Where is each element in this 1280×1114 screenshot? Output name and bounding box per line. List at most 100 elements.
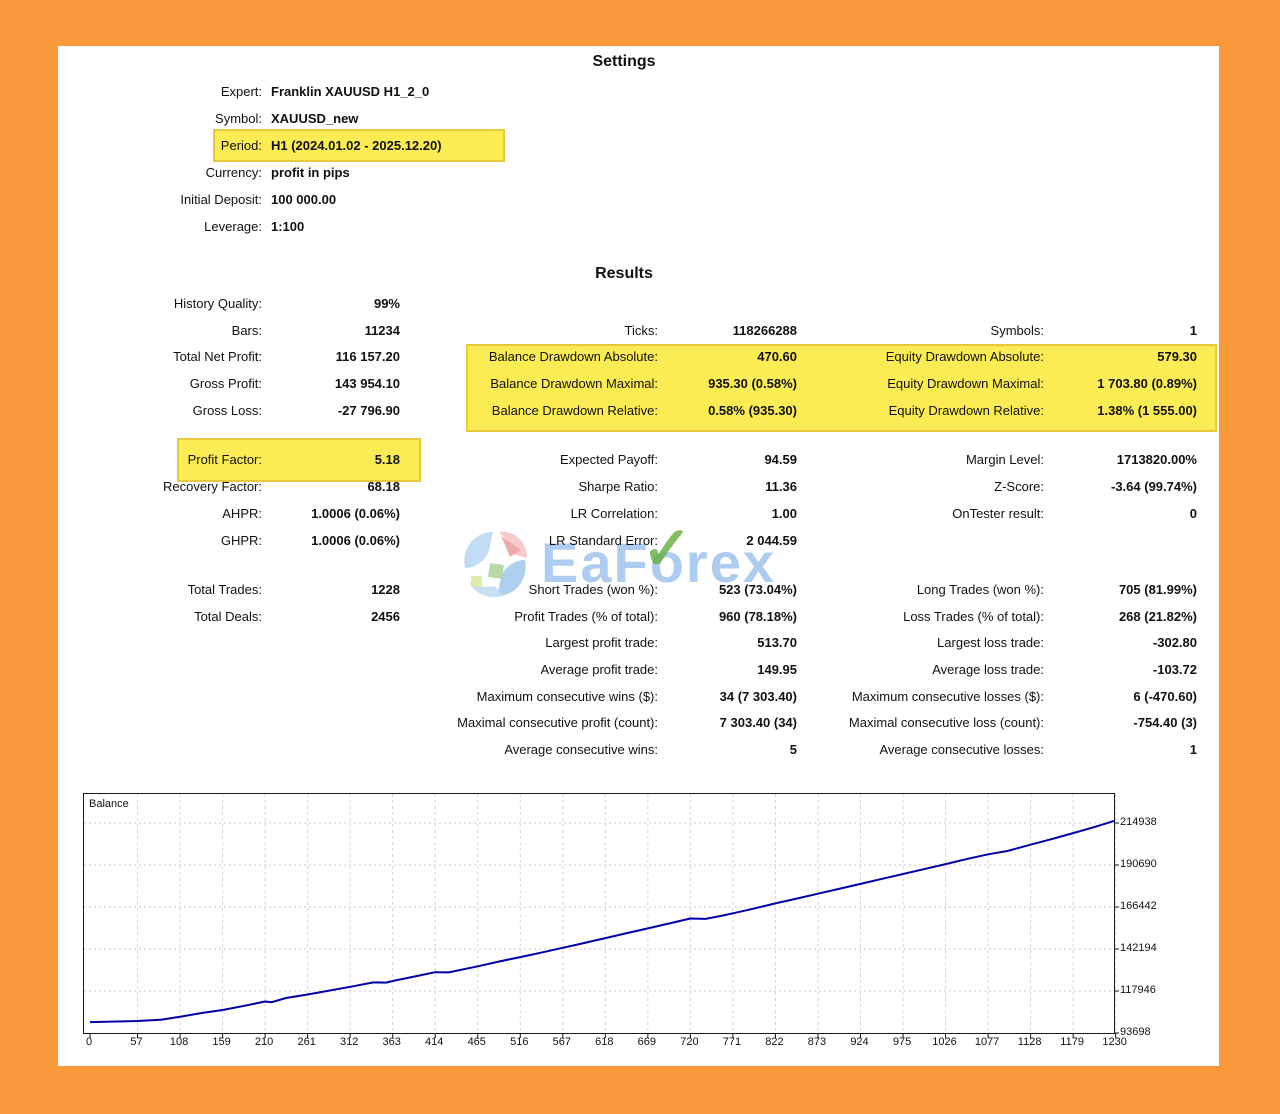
stat-label: Average profit trade: — [540, 662, 658, 677]
stat-label: Short Trades (won %): — [528, 582, 658, 597]
stat-value: 68.18 — [367, 479, 400, 494]
x-tick-label: 516 — [510, 1036, 529, 1048]
stat-row: AHPR: 1.0006 (0.06%) — [80, 504, 400, 524]
x-tick-label: 771 — [722, 1036, 742, 1048]
stat-label: Currency: — [205, 165, 262, 180]
stat-value: -27 796.90 — [337, 403, 400, 418]
stat-row: Average consecutive wins: 5 — [425, 740, 797, 760]
x-tick-label: 210 — [254, 1036, 274, 1048]
y-tick-label: 93698 — [1120, 1026, 1151, 1038]
settings-title: Settings — [592, 53, 656, 70]
results-title: Results — [595, 265, 653, 282]
y-tick-label: 190690 — [1120, 858, 1157, 870]
stat-value: 11.36 — [765, 479, 797, 494]
stat-value: -103.72 — [1152, 662, 1197, 677]
stat-row: Maximum consecutive losses ($): 6 (-470.6… — [820, 687, 1197, 707]
stat-value: 94.59 — [764, 452, 797, 467]
y-tick-label: 214938 — [1120, 816, 1157, 828]
stat-label: Largest profit trade: — [545, 635, 658, 650]
stat-value: 513.70 — [757, 635, 797, 650]
stat-row: Largest profit trade: 513.70 — [425, 633, 797, 653]
backtest-report: Settings Results EaFo ✓ rex Expert: Frankli… — [58, 46, 1219, 1066]
x-tick-label: 108 — [169, 1036, 189, 1048]
stat-value: -754.40 (3) — [1133, 715, 1197, 730]
stat-row: Average profit trade: 149.95 — [425, 660, 797, 680]
stat-row: Expected Payoff: 94.59 — [425, 450, 797, 470]
stat-label: Long Trades (won %): — [916, 582, 1044, 597]
stat-value: 11234 — [364, 323, 400, 338]
stat-value: 1 703.80 (0.89%) — [1097, 376, 1197, 391]
stat-row: Z-Score: -3.64 (99.74%) — [820, 477, 1197, 497]
stat-row: Maximal consecutive profit (count): 7 303… — [425, 713, 797, 733]
stat-label: Gross Profit: — [189, 376, 262, 391]
x-tick-label: 975 — [892, 1036, 912, 1048]
stat-label: Gross Loss: — [192, 403, 262, 418]
stat-label: GHPR: — [220, 533, 262, 548]
stat-row: Maximum consecutive wins ($): 34 (7 303.4… — [425, 687, 797, 707]
x-tick-label: 669 — [637, 1036, 657, 1048]
highlight-period — [213, 129, 505, 162]
balance-chart: Balance — [83, 793, 1119, 1038]
stat-label: Average consecutive wins: — [504, 742, 658, 757]
stat-label: Total Deals: — [194, 609, 262, 624]
stat-label: Balance Drawdown Maximal: — [490, 376, 658, 391]
stat-row: Recovery Factor: 68.18 — [80, 477, 400, 497]
stat-row: Average loss trade: -103.72 — [820, 660, 1197, 680]
stat-value: 6 (-470.60) — [1133, 689, 1197, 704]
stat-row: Leverage: 1:100 — [80, 217, 700, 237]
stat-label: Profit Factor: — [187, 452, 262, 467]
stat-label: Balance Drawdown Absolute: — [488, 349, 658, 364]
stat-label: Equity Drawdown Relative: — [888, 403, 1044, 418]
stat-label: Loss Trades (% of total): — [903, 609, 1044, 624]
stat-value: H1 (2024.01.02 - 2025.12.20) — [271, 138, 442, 153]
stat-row: Loss Trades (% of total): 268 (21.82%) — [820, 607, 1197, 627]
x-tick-label: 465 — [467, 1036, 486, 1048]
stat-row: Largest loss trade: -302.80 — [820, 633, 1197, 653]
stat-value: 0.58% (935.30) — [708, 403, 797, 418]
wordmark-part: EaF — [541, 531, 650, 594]
stat-label: Sharpe Ratio: — [578, 479, 659, 494]
stat-row: LR Standard Error: 2 044.59 — [425, 531, 797, 551]
stat-row: Maximal consecutive loss (count): -754.40… — [820, 713, 1197, 733]
x-tick-label: 924 — [850, 1036, 869, 1048]
stat-value: 1:100 — [271, 219, 305, 234]
stat-value: -302.80 — [1152, 635, 1197, 650]
stat-row: Gross Loss: -27 796.90 — [80, 401, 400, 421]
stat-row: Currency: profit in pips — [80, 163, 700, 183]
stat-value: 0 — [1189, 506, 1197, 521]
stat-row: Total Deals: 2456 — [80, 607, 400, 627]
stat-label: Z-Score: — [994, 479, 1044, 494]
x-tick-label: 720 — [680, 1036, 699, 1048]
stat-value: 1228 — [371, 582, 400, 597]
stat-value: 1713820.00% — [1116, 452, 1197, 467]
stat-row: Profit Factor: 5.18 — [80, 450, 400, 470]
y-tick-label: 117946 — [1120, 984, 1156, 996]
stat-value: 1 — [1189, 742, 1197, 757]
stat-label: Recovery Factor: — [163, 479, 262, 494]
stat-label: Maximal consecutive loss (count): — [848, 715, 1044, 730]
stat-label: OnTester result: — [952, 506, 1044, 521]
stat-row: Equity Drawdown Absolute: 579.30 — [820, 347, 1197, 367]
stat-value: 1.0006 (0.06%) — [311, 506, 400, 521]
stat-label: Ticks: — [624, 323, 658, 338]
stat-label: LR Correlation: — [570, 506, 658, 521]
stat-label: Leverage: — [204, 219, 262, 234]
stat-value: 5 — [789, 742, 797, 757]
stat-row: Average consecutive losses: 1 — [820, 740, 1197, 760]
stat-label: Margin Level: — [965, 452, 1044, 467]
stat-value: 579.30 — [1157, 349, 1197, 364]
stat-value: 705 (81.99%) — [1118, 582, 1197, 597]
x-tick-label: 1026 — [932, 1036, 957, 1048]
x-tick-label: 0 — [85, 1036, 93, 1048]
stat-label: Symbols: — [990, 323, 1044, 338]
stat-value: 143 954.10 — [334, 376, 400, 391]
stat-row: Symbols: 1 — [820, 321, 1197, 341]
x-tick-label: 1179 — [1060, 1036, 1084, 1048]
stat-value: 935.30 (0.58%) — [708, 376, 797, 391]
stat-row: Total Net Profit: 116 157.20 — [80, 347, 400, 367]
stat-label: Profit Trades (% of total): — [514, 609, 658, 624]
y-tick-label: 166442 — [1120, 900, 1157, 912]
x-tick-label: 1230 — [1102, 1036, 1127, 1048]
x-tick-label: 618 — [595, 1036, 614, 1048]
stat-value: 1.00 — [771, 506, 797, 521]
